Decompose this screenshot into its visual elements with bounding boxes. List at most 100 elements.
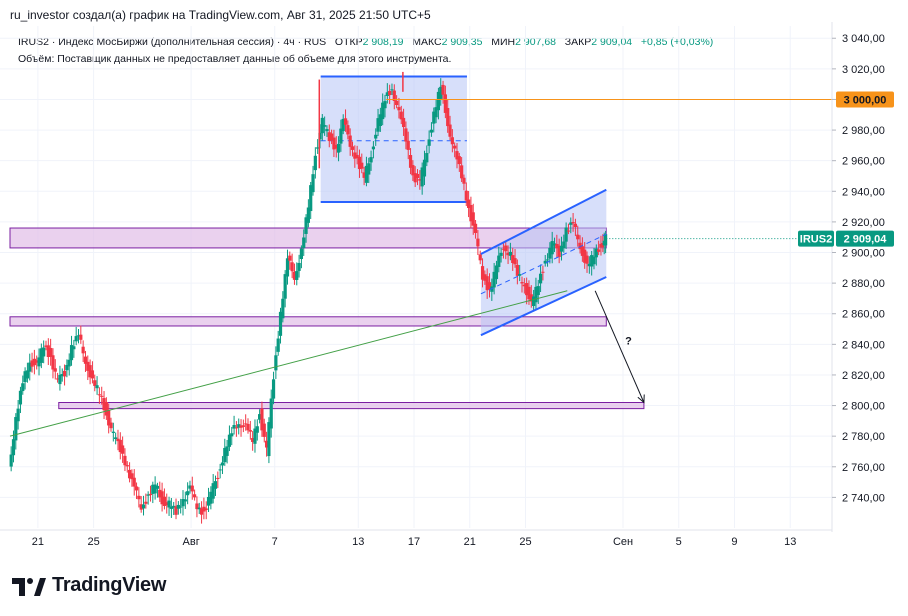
candle-down [525, 277, 529, 305]
tradingview-logo[interactable]: TradingView [12, 574, 166, 597]
open-label: ОТКР [334, 36, 363, 48]
candle-body [406, 140, 410, 150]
candle-down [35, 355, 39, 370]
candle-body [355, 154, 359, 159]
candle-down [107, 403, 111, 434]
candle-down [134, 482, 139, 500]
candle-down [30, 352, 34, 373]
candle-down [397, 97, 401, 119]
candle-body [501, 248, 506, 250]
candle-down [246, 418, 250, 434]
candle-up [253, 419, 257, 453]
last-price-tag [836, 230, 894, 247]
candle-body [281, 298, 285, 319]
candle-up [429, 122, 434, 137]
price-tick-label: 2 780,00 [842, 431, 885, 443]
candle-down [392, 84, 396, 110]
candle-body [520, 282, 524, 284]
candle-body [460, 165, 464, 179]
candle-body [374, 134, 378, 139]
candle-body [51, 355, 55, 370]
candle-down [62, 364, 67, 386]
candle-down [450, 129, 454, 153]
candle-body [25, 370, 30, 379]
candle-up [302, 229, 306, 256]
candle-body [327, 132, 331, 142]
candle-body [248, 430, 252, 432]
candle-body [383, 101, 387, 109]
candle-down [332, 129, 336, 158]
candle-body [541, 271, 545, 273]
support-zone-lower [58, 402, 645, 410]
candle-body [230, 433, 234, 437]
candle-body [86, 361, 90, 371]
candle-up [186, 482, 190, 505]
candle-up [155, 482, 160, 498]
candle-down [244, 414, 248, 431]
chart-credit: ru_investor создал(а) график на TradingV… [10, 8, 431, 22]
candle-up [432, 107, 436, 133]
candle-body [188, 485, 192, 489]
candle-body [67, 359, 71, 367]
time-tick-label: Сен [613, 536, 633, 548]
candle-up [141, 495, 146, 516]
candle-body [578, 242, 582, 250]
candle-down [90, 361, 95, 384]
candle-body [199, 508, 204, 515]
candle-body [276, 338, 280, 352]
candle-up [9, 446, 13, 472]
candle-down [401, 108, 406, 136]
candle-body [74, 336, 78, 342]
candle-up [176, 501, 180, 515]
candle-body [323, 125, 327, 127]
candle-body [127, 469, 132, 479]
candle-body [527, 286, 531, 300]
candle-down [353, 145, 357, 168]
candle-body [72, 346, 76, 350]
candle-up [518, 265, 522, 282]
candle-body [573, 223, 578, 228]
candle-down [53, 359, 57, 380]
candle-down [457, 152, 461, 172]
candle-down [515, 259, 519, 285]
candle-body [116, 438, 120, 442]
candle-up [374, 128, 378, 146]
time-tick-label: 9 [731, 536, 737, 548]
candle-body [134, 486, 139, 491]
candle-down [204, 501, 208, 520]
candle-body [46, 345, 50, 357]
price-tick-label: 3 040,00 [842, 33, 885, 45]
symbol-tag-text: IRUS2 [800, 234, 832, 246]
candle-body [462, 177, 466, 184]
price-axis[interactable]: 3 040,00 3 020,00 3 000,00 2 980,00 2 960,00… [831, 22, 885, 532]
candle-body [369, 157, 373, 163]
candle-up [427, 130, 431, 154]
candle-body [102, 398, 106, 411]
candle-down [93, 374, 97, 392]
candle-up [381, 93, 385, 126]
price-tick-label: 2 980,00 [842, 125, 885, 137]
candle-body [123, 455, 127, 466]
candle-body [395, 100, 399, 106]
candle-up [169, 497, 173, 518]
candle-down [413, 166, 417, 187]
candle-up [378, 107, 382, 132]
candle-up [74, 326, 78, 346]
time-axis[interactable]: 21 25 Авг 7 13 17 21 25 Сен 5 9 13 [0, 529, 832, 548]
candle-up [269, 389, 273, 438]
candle-body [457, 156, 461, 165]
candle-body [158, 489, 162, 498]
candle-body [246, 423, 250, 431]
symbol-legend[interactable]: IRUS2 · Индекс МосБиржи (дополнительная … [18, 36, 713, 48]
candle-down [513, 249, 517, 268]
candle-body [436, 91, 441, 111]
candle-body [267, 422, 271, 457]
candle-body [413, 173, 417, 183]
candle-body [37, 357, 41, 367]
candle-up [220, 456, 225, 475]
candle-body [397, 107, 401, 111]
candle-up [18, 386, 23, 414]
candle-down [160, 482, 164, 512]
candle-up [114, 432, 118, 445]
